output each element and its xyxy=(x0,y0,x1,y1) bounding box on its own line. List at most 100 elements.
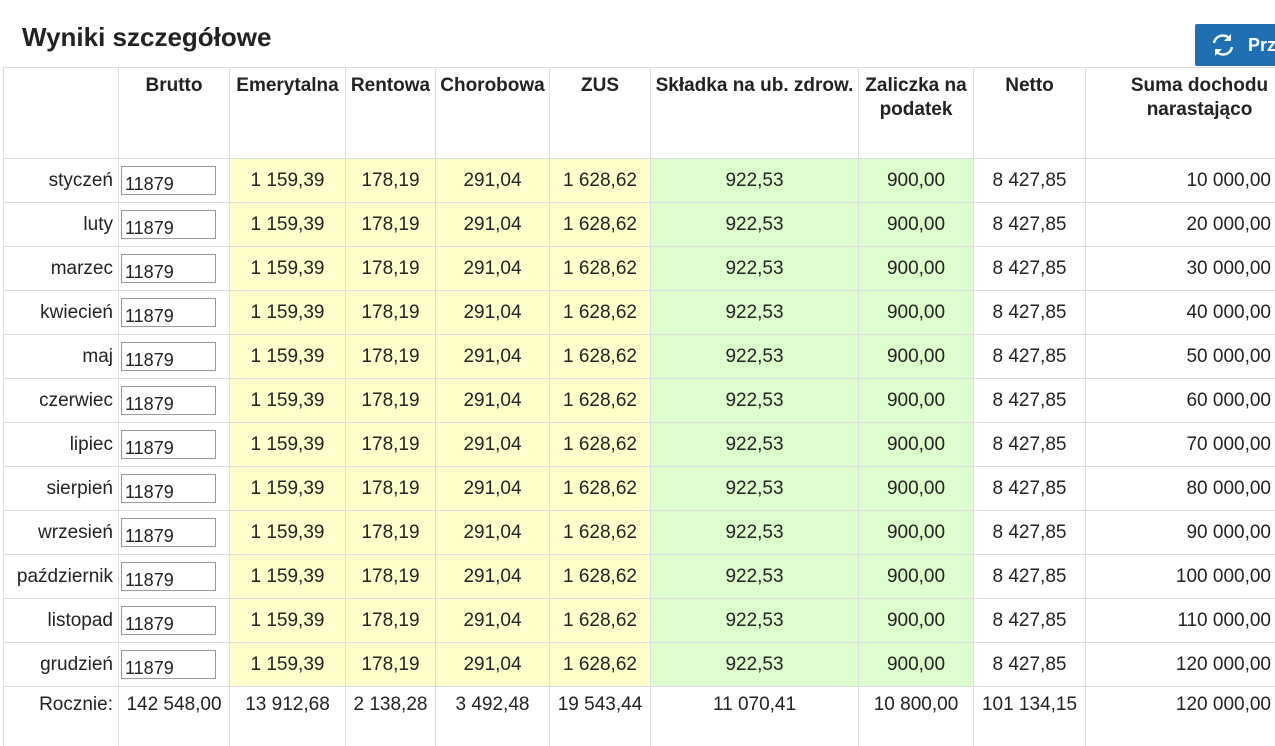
value-cell: 178,19 xyxy=(345,334,436,379)
brutto-input[interactable]: 11879 xyxy=(121,298,216,327)
month-row: sierpień 11879 1 159,39 178,19 291,04 1 628,6… xyxy=(3,466,1275,511)
value-cell: 291,04 xyxy=(435,378,550,423)
value-cell: 1 628,62 xyxy=(549,334,651,379)
value-cell: 1 159,39 xyxy=(229,246,346,291)
value-cell: 922,53 xyxy=(650,466,859,511)
brutto-cell: 11879 xyxy=(118,598,230,643)
value-cell: 922,53 xyxy=(650,510,859,555)
value-cell: 1 628,62 xyxy=(549,246,651,291)
brutto-input[interactable]: 11879 xyxy=(121,606,216,635)
value-cell: 1 159,39 xyxy=(229,334,346,379)
value-cell: 1 159,39 xyxy=(229,466,346,511)
total-row: Rocznie: 142 548,00 13 912,68 2 138,28 3 492… xyxy=(3,686,1275,746)
value-cell: 1 628,62 xyxy=(549,642,651,687)
month-row: luty 11879 1 159,39 178,19 291,04 1 628,62 922… xyxy=(3,202,1275,247)
month-row: maj 11879 1 159,39 178,19 291,04 1 628,62 922,… xyxy=(3,334,1275,379)
column-header xyxy=(3,67,119,159)
month-label: sierpień xyxy=(3,466,119,511)
value-cell: 900,00 xyxy=(858,510,974,555)
value-cell: 291,04 xyxy=(435,290,550,335)
button-label: Przelicz xyxy=(1247,34,1275,55)
value-cell: 900,00 xyxy=(858,466,974,511)
value-cell: 1 628,62 xyxy=(549,466,651,511)
brutto-input[interactable]: 11879 xyxy=(121,474,216,503)
value-cell: 291,04 xyxy=(435,422,550,467)
value-cell: 1 159,39 xyxy=(229,202,346,247)
total-cell: 3 492,48 xyxy=(435,686,550,746)
brutto-input[interactable]: 11879 xyxy=(121,518,216,547)
column-header: Chorobowa xyxy=(435,67,550,159)
value-cell: 178,19 xyxy=(345,290,436,335)
value-cell: 100 000,00 xyxy=(1085,554,1275,599)
value-cell: 900,00 xyxy=(858,290,974,335)
total-label: Rocznie: xyxy=(3,686,119,746)
value-cell: 900,00 xyxy=(858,554,974,599)
brutto-input[interactable]: 11879 xyxy=(121,166,216,195)
value-cell: 110 000,00 xyxy=(1085,598,1275,643)
month-label: grudzień xyxy=(3,642,119,687)
value-cell: 178,19 xyxy=(345,378,436,423)
total-cell: 2 138,28 xyxy=(345,686,436,746)
brutto-input[interactable]: 11879 xyxy=(121,342,216,371)
value-cell: 8 427,85 xyxy=(973,554,1086,599)
value-cell: 30 000,00 xyxy=(1085,246,1275,291)
value-cell: 291,04 xyxy=(435,598,550,643)
brutto-input[interactable]: 11879 xyxy=(121,650,216,679)
value-cell: 291,04 xyxy=(435,202,550,247)
total-cell: 142 548,00 xyxy=(118,686,230,746)
brutto-input[interactable]: 11879 xyxy=(121,386,216,415)
value-cell: 60 000,00 xyxy=(1085,378,1275,423)
brutto-cell: 11879 xyxy=(118,158,230,203)
recalculate-button[interactable]: Przelicz xyxy=(1195,24,1275,66)
brutto-cell: 11879 xyxy=(118,334,230,379)
value-cell: 178,19 xyxy=(345,598,436,643)
value-cell: 8 427,85 xyxy=(973,598,1086,643)
column-header: Składka na ub. zdrow. xyxy=(650,67,859,159)
value-cell: 120 000,00 xyxy=(1085,642,1275,687)
value-cell: 900,00 xyxy=(858,378,974,423)
month-row: styczeń 11879 1 159,39 178,19 291,04 1 628,62… xyxy=(3,158,1275,203)
value-cell: 40 000,00 xyxy=(1085,290,1275,335)
column-header: Netto xyxy=(973,67,1086,159)
brutto-cell: 11879 xyxy=(118,510,230,555)
value-cell: 178,19 xyxy=(345,510,436,555)
value-cell: 291,04 xyxy=(435,246,550,291)
value-cell: 291,04 xyxy=(435,554,550,599)
value-cell: 900,00 xyxy=(858,246,974,291)
value-cell: 8 427,85 xyxy=(973,642,1086,687)
brutto-cell: 11879 xyxy=(118,378,230,423)
value-cell: 90 000,00 xyxy=(1085,510,1275,555)
brutto-input[interactable]: 11879 xyxy=(121,254,216,283)
value-cell: 178,19 xyxy=(345,554,436,599)
month-label: lipiec xyxy=(3,422,119,467)
brutto-input[interactable]: 11879 xyxy=(121,430,216,459)
value-cell: 70 000,00 xyxy=(1085,422,1275,467)
total-cell: 101 134,15 xyxy=(973,686,1086,746)
value-cell: 178,19 xyxy=(345,466,436,511)
column-header: Rentowa xyxy=(345,67,436,159)
value-cell: 1 628,62 xyxy=(549,510,651,555)
value-cell: 291,04 xyxy=(435,158,550,203)
brutto-input[interactable]: 11879 xyxy=(121,562,216,591)
month-label: październik xyxy=(3,554,119,599)
value-cell: 1 628,62 xyxy=(549,554,651,599)
month-row: czerwiec 11879 1 159,39 178,19 291,04 1 628,6… xyxy=(3,378,1275,423)
month-label: maj xyxy=(3,334,119,379)
value-cell: 922,53 xyxy=(650,290,859,335)
value-cell: 291,04 xyxy=(435,510,550,555)
month-label: czerwiec xyxy=(3,378,119,423)
value-cell: 900,00 xyxy=(858,598,974,643)
value-cell: 922,53 xyxy=(650,334,859,379)
value-cell: 8 427,85 xyxy=(973,422,1086,467)
total-cell: 19 543,44 xyxy=(549,686,651,746)
value-cell: 1 159,39 xyxy=(229,598,346,643)
value-cell: 922,53 xyxy=(650,378,859,423)
value-cell: 900,00 xyxy=(858,158,974,203)
column-header: Emerytalna xyxy=(229,67,346,159)
value-cell: 8 427,85 xyxy=(973,290,1086,335)
value-cell: 1 159,39 xyxy=(229,510,346,555)
brutto-input[interactable]: 11879 xyxy=(121,210,216,239)
month-row: kwiecień 11879 1 159,39 178,19 291,04 1 628,6… xyxy=(3,290,1275,335)
month-row: wrzesień 11879 1 159,39 178,19 291,04 1 628,6… xyxy=(3,510,1275,555)
value-cell: 1 159,39 xyxy=(229,554,346,599)
